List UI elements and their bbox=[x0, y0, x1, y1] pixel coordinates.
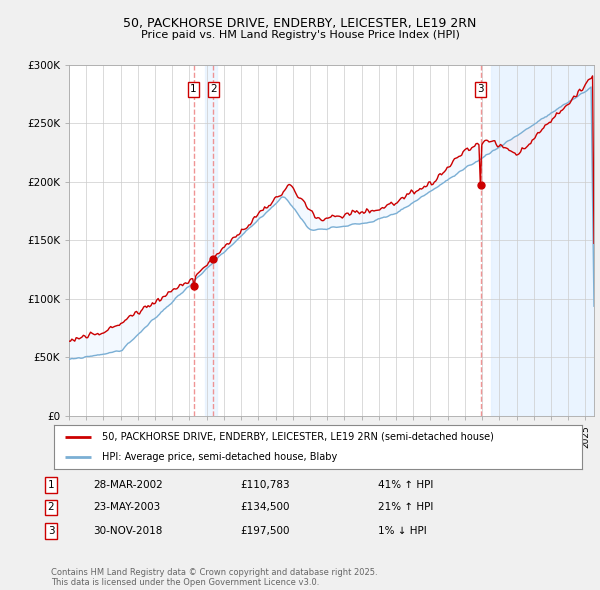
Bar bbox=[205, 65, 217, 416]
Text: 3: 3 bbox=[47, 526, 55, 536]
Text: 21% ↑ HPI: 21% ↑ HPI bbox=[378, 503, 433, 512]
Text: 1: 1 bbox=[47, 480, 55, 490]
Text: 2: 2 bbox=[210, 84, 217, 94]
Text: Contains HM Land Registry data © Crown copyright and database right 2025.
This d: Contains HM Land Registry data © Crown c… bbox=[51, 568, 377, 587]
Text: 28-MAR-2002: 28-MAR-2002 bbox=[93, 480, 163, 490]
Bar bbox=[491, 65, 594, 416]
Text: 3: 3 bbox=[478, 84, 484, 94]
Text: 50, PACKHORSE DRIVE, ENDERBY, LEICESTER, LE19 2RN (semi-detached house): 50, PACKHORSE DRIVE, ENDERBY, LEICESTER,… bbox=[101, 432, 493, 442]
Text: £197,500: £197,500 bbox=[240, 526, 290, 536]
Text: £134,500: £134,500 bbox=[240, 503, 290, 512]
Text: 30-NOV-2018: 30-NOV-2018 bbox=[93, 526, 163, 536]
Text: 1% ↓ HPI: 1% ↓ HPI bbox=[378, 526, 427, 536]
Text: 41% ↑ HPI: 41% ↑ HPI bbox=[378, 480, 433, 490]
Text: 1: 1 bbox=[190, 84, 197, 94]
Text: 23-MAY-2003: 23-MAY-2003 bbox=[93, 503, 160, 512]
Text: HPI: Average price, semi-detached house, Blaby: HPI: Average price, semi-detached house,… bbox=[101, 452, 337, 462]
Text: 2: 2 bbox=[47, 503, 55, 512]
Text: 50, PACKHORSE DRIVE, ENDERBY, LEICESTER, LE19 2RN: 50, PACKHORSE DRIVE, ENDERBY, LEICESTER,… bbox=[124, 17, 476, 30]
Text: £110,783: £110,783 bbox=[240, 480, 290, 490]
Text: Price paid vs. HM Land Registry's House Price Index (HPI): Price paid vs. HM Land Registry's House … bbox=[140, 30, 460, 40]
